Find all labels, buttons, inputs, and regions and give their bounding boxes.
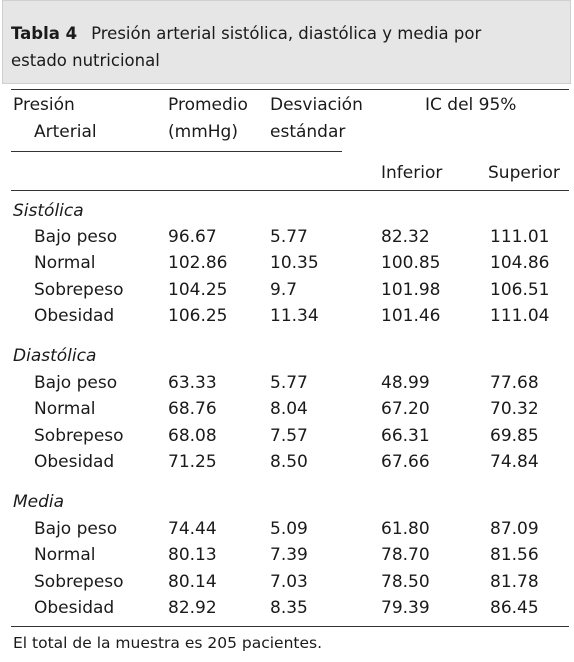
row-ci-lower: 82.32 [381, 227, 430, 247]
header-ci: IC del 95% [425, 95, 517, 115]
header-top-rule [11, 89, 569, 90]
row-sd: 8.50 [270, 452, 308, 472]
row-sd: 8.35 [270, 598, 308, 618]
row-sd: 7.39 [270, 545, 308, 565]
row-ci-lower: 78.50 [381, 572, 430, 592]
row-category: Sobrepeso [34, 572, 124, 592]
header-mean-line-2: (mmHg) [168, 122, 238, 142]
group-label-sistolica: Sistólica [13, 201, 84, 221]
caption-title-line-1: Presión arterial sistólica, diastólica y… [91, 24, 482, 43]
row-mean: 106.25 [168, 306, 228, 326]
caption-label: Tabla 4 [11, 24, 78, 43]
row-ci-lower: 61.80 [381, 519, 430, 539]
caption-line-1: Tabla 4 Presión arterial sistólica, diast… [11, 24, 481, 43]
row-mean: 71.25 [168, 452, 217, 472]
row-ci-upper: 86.45 [490, 598, 539, 618]
row-mean: 104.25 [168, 280, 228, 300]
row-ci-upper: 81.56 [490, 545, 539, 565]
row-ci-upper: 104.86 [490, 253, 550, 273]
row-sd: 10.35 [270, 253, 319, 273]
row-category: Bajo peso [34, 227, 118, 247]
row-sd: 5.77 [270, 227, 308, 247]
row-mean: 80.14 [168, 572, 217, 592]
row-category: Obesidad [34, 598, 115, 618]
row-ci-lower: 79.39 [381, 598, 430, 618]
header-pressure-line-2: Arterial [34, 122, 97, 142]
header-mean-line-1: Promedio [168, 95, 248, 115]
row-category: Normal [34, 253, 96, 273]
row-ci-upper: 106.51 [490, 280, 550, 300]
row-sd: 11.34 [270, 306, 319, 326]
header-pressure-line-1: Presión [13, 95, 75, 115]
header-ci-upper: Superior [488, 163, 560, 183]
caption-title-line-2: estado nutricional [11, 51, 160, 70]
row-ci-upper: 77.68 [490, 373, 539, 393]
table-caption [2, 0, 571, 84]
row-mean: 80.13 [168, 545, 217, 565]
row-sd: 7.03 [270, 572, 308, 592]
row-ci-lower: 66.31 [381, 426, 430, 446]
row-sd: 9.7 [270, 280, 298, 300]
row-category: Normal [34, 399, 96, 419]
row-ci-upper: 111.01 [490, 227, 550, 247]
row-category: Bajo peso [34, 373, 118, 393]
row-mean: 68.08 [168, 426, 217, 446]
row-mean: 96.67 [168, 227, 217, 247]
row-ci-lower: 48.99 [381, 373, 430, 393]
row-ci-lower: 78.70 [381, 545, 430, 565]
row-ci-upper: 81.78 [490, 572, 539, 592]
row-ci-lower: 101.98 [381, 280, 441, 300]
ci-header-rule [11, 151, 342, 152]
row-category: Sobrepeso [34, 426, 124, 446]
row-ci-lower: 100.85 [381, 253, 441, 273]
table-footnote: El total de la muestra es 205 pacientes. [13, 634, 323, 652]
row-category: Obesidad [34, 306, 115, 326]
header-sd-line-2: estándar [270, 122, 346, 142]
row-ci-lower: 67.66 [381, 452, 430, 472]
row-mean: 74.44 [168, 519, 217, 539]
table-bottom-rule [11, 626, 569, 627]
row-category: Obesidad [34, 452, 115, 472]
row-ci-lower: 67.20 [381, 399, 430, 419]
row-ci-upper: 111.04 [490, 306, 550, 326]
row-ci-upper: 70.32 [490, 399, 539, 419]
row-sd: 8.04 [270, 399, 308, 419]
row-sd: 7.57 [270, 426, 308, 446]
row-mean: 68.76 [168, 399, 217, 419]
row-category: Sobrepeso [34, 280, 124, 300]
group-label-media: Media [13, 492, 65, 512]
row-mean: 63.33 [168, 373, 217, 393]
row-ci-upper: 74.84 [490, 452, 539, 472]
row-ci-upper: 87.09 [490, 519, 539, 539]
header-ci-lower: Inferior [381, 163, 443, 183]
header-bottom-rule [11, 190, 569, 191]
row-sd: 5.77 [270, 373, 308, 393]
row-ci-upper: 69.85 [490, 426, 539, 446]
row-mean: 102.86 [168, 253, 228, 273]
group-label-diastolica: Diastólica [13, 346, 97, 366]
row-ci-lower: 101.46 [381, 306, 441, 326]
header-sd-line-1: Desviación [270, 95, 363, 115]
row-category: Bajo peso [34, 519, 118, 539]
row-sd: 5.09 [270, 519, 308, 539]
row-category: Normal [34, 545, 96, 565]
row-mean: 82.92 [168, 598, 217, 618]
